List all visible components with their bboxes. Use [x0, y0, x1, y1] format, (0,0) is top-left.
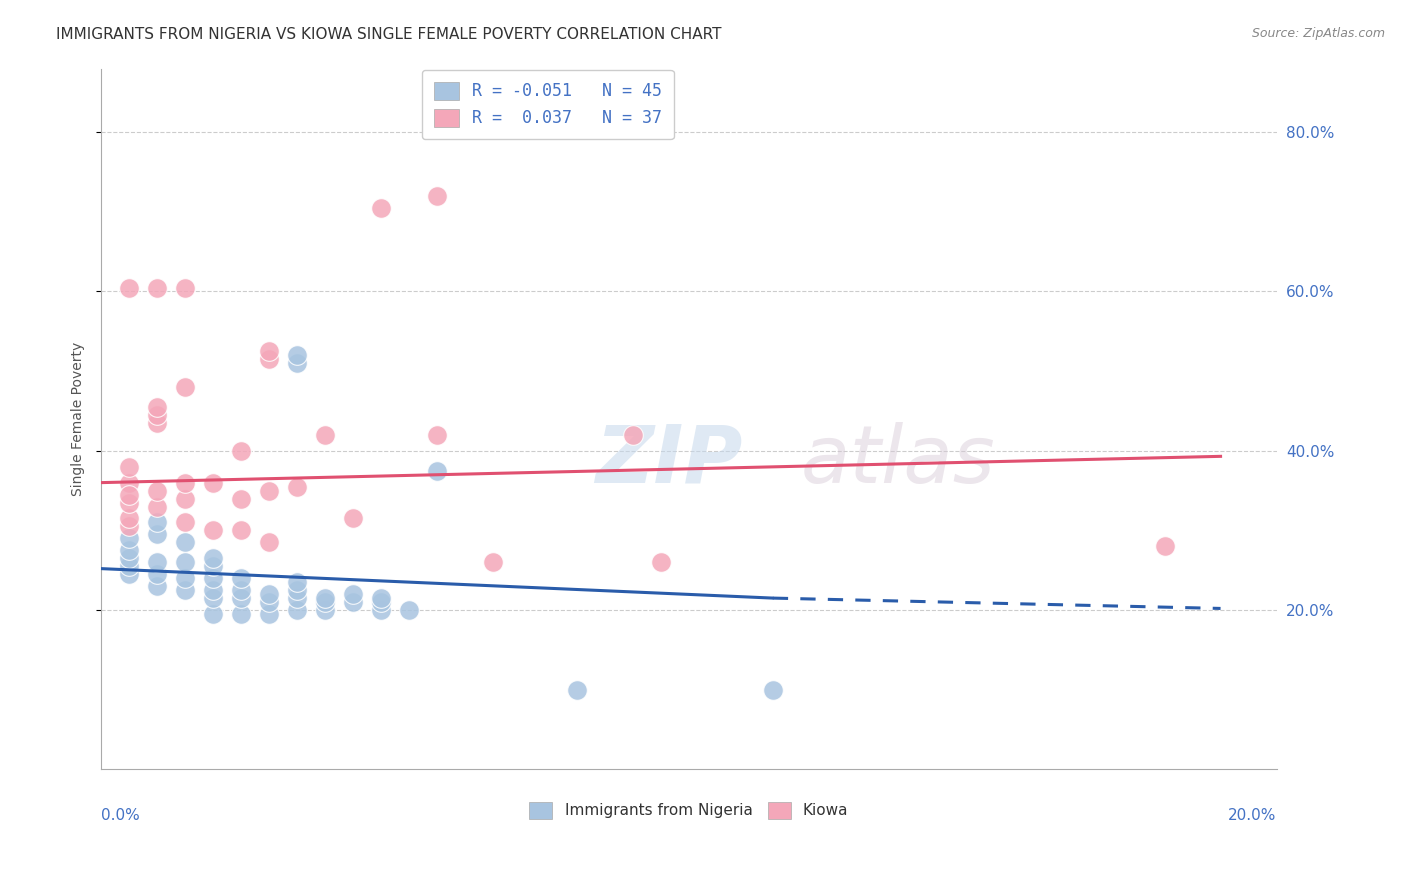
Point [257, 607, 280, 621]
Point [202, 475, 225, 490]
Point [146, 400, 169, 414]
Point [314, 427, 336, 442]
Point [146, 567, 169, 582]
Point [202, 583, 225, 598]
Point [231, 571, 253, 585]
Point [285, 583, 308, 598]
Point [202, 571, 225, 585]
Point [118, 559, 141, 574]
Point [174, 571, 197, 585]
Point [342, 587, 364, 601]
Text: atlas: atlas [800, 422, 995, 500]
Point [146, 516, 169, 530]
Point [202, 524, 225, 538]
Point [650, 555, 672, 569]
Point [118, 532, 141, 546]
Point [426, 427, 449, 442]
Point [118, 475, 141, 490]
Point [202, 559, 225, 574]
Point [146, 408, 169, 422]
Point [565, 682, 588, 697]
Point [146, 527, 169, 541]
Point [174, 475, 197, 490]
Point [1153, 539, 1175, 553]
Point [398, 603, 420, 617]
Point [257, 595, 280, 609]
Point [174, 583, 197, 598]
Point [146, 483, 169, 498]
Point [118, 495, 141, 509]
Point [146, 416, 169, 430]
Point [621, 427, 644, 442]
Point [174, 555, 197, 569]
Point [285, 591, 308, 606]
Point [146, 579, 169, 593]
Point [342, 511, 364, 525]
Point [174, 535, 197, 549]
Point [118, 519, 141, 533]
Point [174, 280, 197, 294]
Point [285, 348, 308, 362]
Point [118, 543, 141, 558]
Point [426, 189, 449, 203]
Point [174, 491, 197, 506]
Point [118, 280, 141, 294]
Point [370, 201, 392, 215]
Point [370, 603, 392, 617]
Point [257, 352, 280, 367]
Point [426, 464, 449, 478]
Point [370, 591, 392, 606]
Text: ZIP: ZIP [595, 422, 742, 500]
Point [202, 551, 225, 566]
Point [174, 516, 197, 530]
Point [482, 555, 505, 569]
Point [285, 603, 308, 617]
Text: IMMIGRANTS FROM NIGERIA VS KIOWA SINGLE FEMALE POVERTY CORRELATION CHART: IMMIGRANTS FROM NIGERIA VS KIOWA SINGLE … [56, 27, 721, 42]
Point [257, 535, 280, 549]
Point [370, 595, 392, 609]
Point [146, 500, 169, 514]
Point [118, 487, 141, 501]
Legend: Immigrants from Nigeria, Kiowa: Immigrants from Nigeria, Kiowa [523, 796, 855, 825]
Point [231, 583, 253, 598]
Point [285, 480, 308, 494]
Point [231, 443, 253, 458]
Point [118, 551, 141, 566]
Text: 0.0%: 0.0% [101, 808, 141, 822]
Point [202, 607, 225, 621]
Point [174, 380, 197, 394]
Text: 20.0%: 20.0% [1229, 808, 1277, 822]
Point [231, 607, 253, 621]
Text: Source: ZipAtlas.com: Source: ZipAtlas.com [1251, 27, 1385, 40]
Point [314, 595, 336, 609]
Point [285, 356, 308, 370]
Point [231, 524, 253, 538]
Point [118, 567, 141, 582]
Point [146, 280, 169, 294]
Point [202, 591, 225, 606]
Point [342, 595, 364, 609]
Point [285, 575, 308, 590]
Point [762, 682, 785, 697]
Point [257, 344, 280, 359]
Point [231, 591, 253, 606]
Point [118, 459, 141, 474]
Point [314, 603, 336, 617]
Point [231, 491, 253, 506]
Point [146, 555, 169, 569]
Y-axis label: Single Female Poverty: Single Female Poverty [72, 342, 86, 496]
Point [314, 591, 336, 606]
Point [257, 483, 280, 498]
Point [257, 587, 280, 601]
Point [118, 511, 141, 525]
